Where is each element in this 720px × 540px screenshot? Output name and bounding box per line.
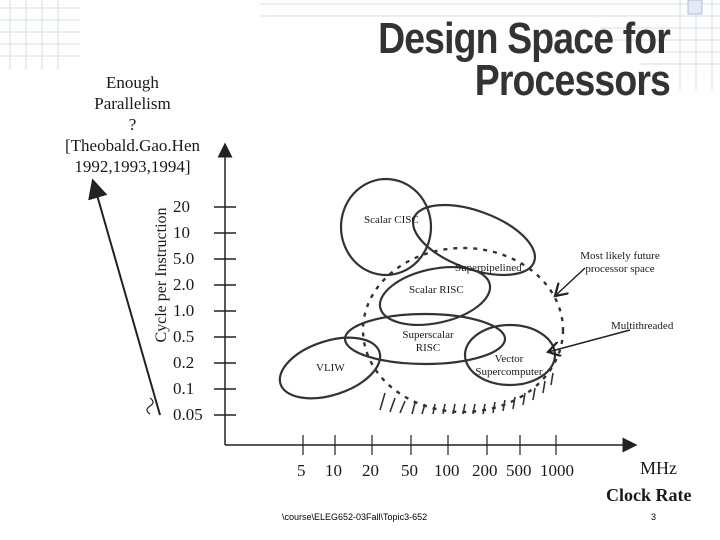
x-tick-label: 50 bbox=[401, 461, 418, 480]
page-number: 3 bbox=[651, 512, 657, 522]
x-tick-label: 100 bbox=[434, 461, 460, 480]
x-axis-label: Clock Rate bbox=[606, 485, 692, 505]
region-superscalar-risc bbox=[343, 312, 507, 366]
region-scalar-risc bbox=[378, 266, 492, 326]
parallelism-line: ? bbox=[128, 115, 137, 134]
y-tick-label: 20 bbox=[173, 197, 190, 216]
parallelism-note: Enough Parallelism ? [Theobald.Gao.Hen 1… bbox=[40, 72, 225, 177]
parallelism-line: 1992,1993,1994] bbox=[74, 157, 191, 176]
y-tick-label: 1.0 bbox=[173, 301, 195, 320]
parallelism-arrow bbox=[88, 178, 161, 416]
future-space-hatching bbox=[379, 372, 554, 415]
label-scalar-risc: Scalar RISC bbox=[409, 284, 464, 296]
x-tick-label: 200 bbox=[472, 461, 498, 480]
y-tick-marks bbox=[214, 206, 236, 416]
label-vliw: VLIW bbox=[316, 362, 345, 374]
x-tick-label: 1000 bbox=[540, 461, 574, 480]
parallelism-line: Enough bbox=[106, 73, 159, 92]
y-tick-label: 5.0 bbox=[173, 249, 195, 268]
x-tick-label: 5 bbox=[297, 461, 306, 480]
corner-grid-right bbox=[260, 0, 720, 90]
label-superscalar-risc: Superscalar RISC bbox=[402, 329, 454, 354]
region-vliw bbox=[278, 336, 382, 400]
x-axis-unit: MHz bbox=[640, 458, 677, 478]
x-tick-label: 500 bbox=[506, 461, 532, 480]
multithreaded-pointer bbox=[548, 329, 631, 352]
region-superpipelined bbox=[411, 203, 537, 277]
y-tick-label: 10 bbox=[173, 223, 190, 242]
corner-grid-left bbox=[0, 0, 80, 70]
region-scalar-cisc bbox=[339, 177, 433, 277]
axis-break-squiggle bbox=[146, 397, 154, 415]
x-tick-label: 20 bbox=[362, 461, 379, 480]
label-superpipelined: Superpipelined bbox=[455, 262, 522, 274]
future-space-pointer bbox=[555, 267, 586, 296]
y-tick-label: 2.0 bbox=[173, 275, 195, 294]
y-tick-label: 0.5 bbox=[173, 327, 195, 346]
label-multithreaded: Multithreaded bbox=[611, 320, 674, 332]
parallelism-line: Parallelism bbox=[94, 94, 171, 113]
corner-accent bbox=[687, 0, 703, 15]
footer-path: \course\ELEG652-03Fall\Topic3-652 bbox=[282, 512, 428, 522]
y-tick-label: 0.1 bbox=[173, 379, 195, 398]
x-tick-label: 10 bbox=[325, 461, 342, 480]
parallelism-line: [Theobald.Gao.Hen bbox=[64, 136, 200, 155]
y-axis-label: Cycle per Instruction bbox=[153, 207, 170, 343]
label-vector-supercomputer: Vector Supercomputer bbox=[475, 353, 543, 378]
y-tick-label: 0.05 bbox=[173, 405, 203, 424]
label-future-space: Most likely future processor space bbox=[580, 250, 660, 275]
y-tick-label: 0.2 bbox=[173, 353, 195, 372]
page-title: Design Space for Processors bbox=[378, 14, 671, 105]
x-tick-marks bbox=[302, 435, 557, 455]
label-scalar-cisc: Scalar CISC bbox=[364, 214, 419, 226]
